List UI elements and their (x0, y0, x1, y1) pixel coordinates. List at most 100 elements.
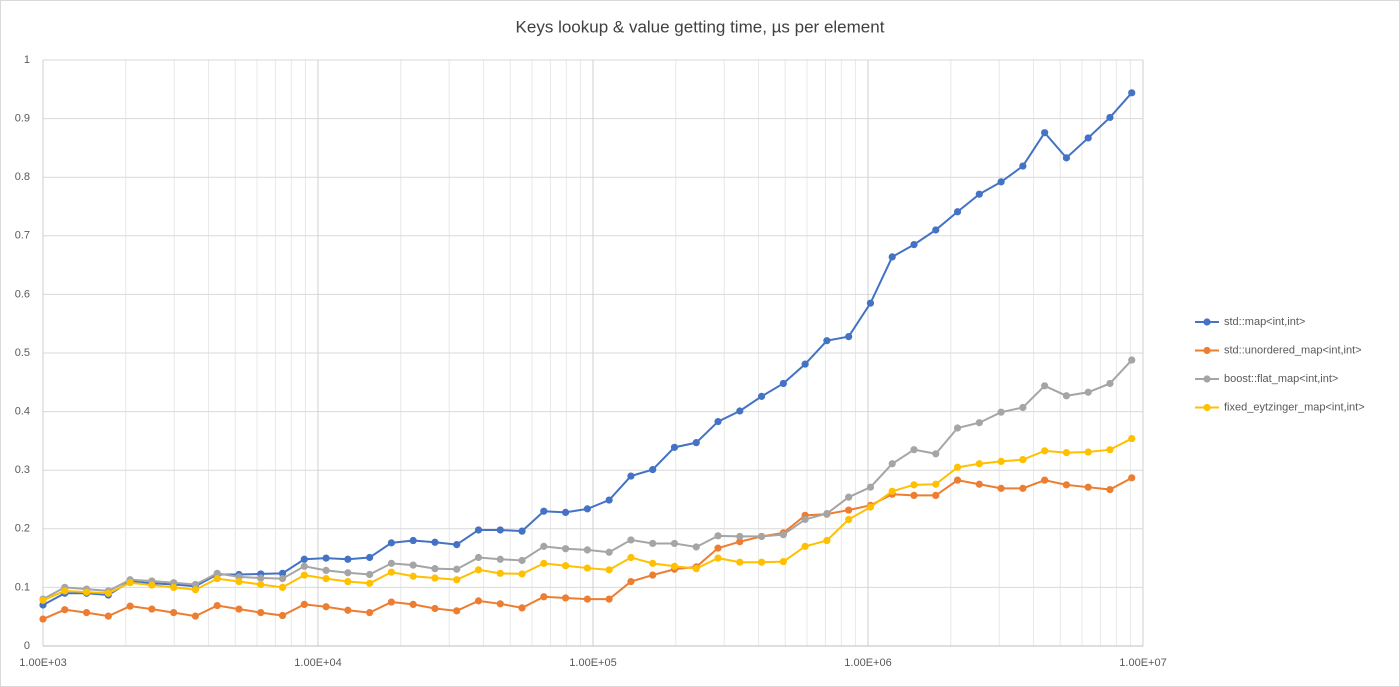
data-point (1041, 447, 1049, 455)
data-point (888, 460, 896, 468)
data-point (148, 605, 156, 613)
data-point (1084, 448, 1092, 456)
data-point (779, 558, 787, 566)
data-point (322, 554, 330, 562)
data-point (932, 226, 940, 234)
data-point (61, 587, 69, 595)
data-point (1062, 392, 1071, 400)
data-point (300, 562, 308, 570)
data-point (845, 515, 853, 524)
legend-marker (1203, 346, 1211, 355)
data-point (300, 555, 308, 563)
data-point (344, 606, 352, 614)
data-point (997, 178, 1005, 186)
data-point (148, 581, 156, 589)
data-point (888, 487, 896, 495)
data-point (801, 542, 809, 550)
data-point (235, 577, 243, 586)
data-point (649, 539, 657, 548)
data-point (1084, 483, 1092, 491)
data-point (453, 541, 461, 549)
data-point (387, 559, 395, 567)
data-point (627, 553, 635, 562)
data-point (583, 505, 591, 513)
data-point (714, 417, 722, 426)
data-point (518, 570, 526, 578)
y-tick-label: 0.2 (15, 523, 30, 535)
x-tick-label: 1.00E+03 (19, 657, 66, 669)
data-point (213, 575, 221, 583)
data-point (82, 608, 91, 617)
data-point (61, 606, 69, 614)
data-point (1106, 446, 1114, 454)
data-point (583, 546, 591, 554)
data-point (932, 450, 940, 458)
data-point (453, 565, 461, 573)
data-point (670, 539, 679, 548)
data-point (714, 554, 722, 562)
data-point (540, 593, 548, 601)
data-point (1019, 484, 1027, 492)
data-point (518, 604, 526, 612)
data-point (496, 600, 504, 608)
data-point (932, 491, 940, 499)
data-point (1041, 382, 1049, 390)
data-point (649, 571, 657, 579)
data-point (757, 558, 766, 566)
data-point (888, 253, 896, 261)
data-point (736, 538, 744, 546)
data-point (126, 579, 134, 587)
data-point (474, 566, 483, 574)
data-point (191, 580, 200, 589)
data-point (409, 561, 417, 569)
data-point (605, 548, 613, 556)
data-point (344, 555, 352, 563)
data-point (104, 589, 112, 597)
data-point (409, 600, 417, 608)
data-point (366, 608, 374, 617)
chart-title: Keys lookup & value getting time, µs per… (516, 17, 885, 36)
data-point (953, 476, 962, 484)
data-point (518, 556, 526, 565)
data-point (366, 579, 374, 587)
legend-label: boost::flat_map<int,int> (1224, 373, 1338, 385)
data-point (561, 594, 570, 602)
data-point (1041, 129, 1049, 137)
y-tick-label: 0.9 (15, 113, 30, 125)
data-point (561, 508, 570, 516)
legend-marker (1203, 375, 1211, 383)
data-point (736, 407, 744, 415)
data-point (540, 559, 548, 567)
data-point (496, 555, 504, 563)
data-point (496, 526, 504, 534)
data-point (823, 337, 831, 345)
data-point (736, 558, 744, 566)
data-point (627, 536, 635, 544)
data-point (1128, 474, 1136, 482)
data-point (561, 562, 570, 570)
data-point (387, 598, 395, 606)
data-point (387, 539, 395, 547)
data-point (82, 588, 91, 596)
y-tick-label: 0.8 (15, 171, 30, 183)
data-point (932, 480, 940, 488)
data-point (235, 605, 243, 613)
data-point (431, 565, 439, 573)
data-point (583, 595, 591, 603)
data-point (757, 532, 766, 541)
x-tick-label: 1.00E+07 (1119, 657, 1166, 669)
data-point (496, 569, 504, 577)
data-point (757, 392, 766, 400)
data-point (605, 496, 613, 504)
data-point (910, 491, 918, 499)
data-point (670, 443, 679, 451)
data-point (431, 538, 439, 546)
data-point (1062, 481, 1071, 489)
data-point (39, 615, 47, 623)
legend-marker (1203, 318, 1211, 326)
data-point (670, 562, 679, 570)
data-point (540, 507, 548, 515)
y-tick-label: 0 (24, 640, 30, 652)
data-point (257, 580, 265, 589)
data-point (1062, 449, 1071, 457)
